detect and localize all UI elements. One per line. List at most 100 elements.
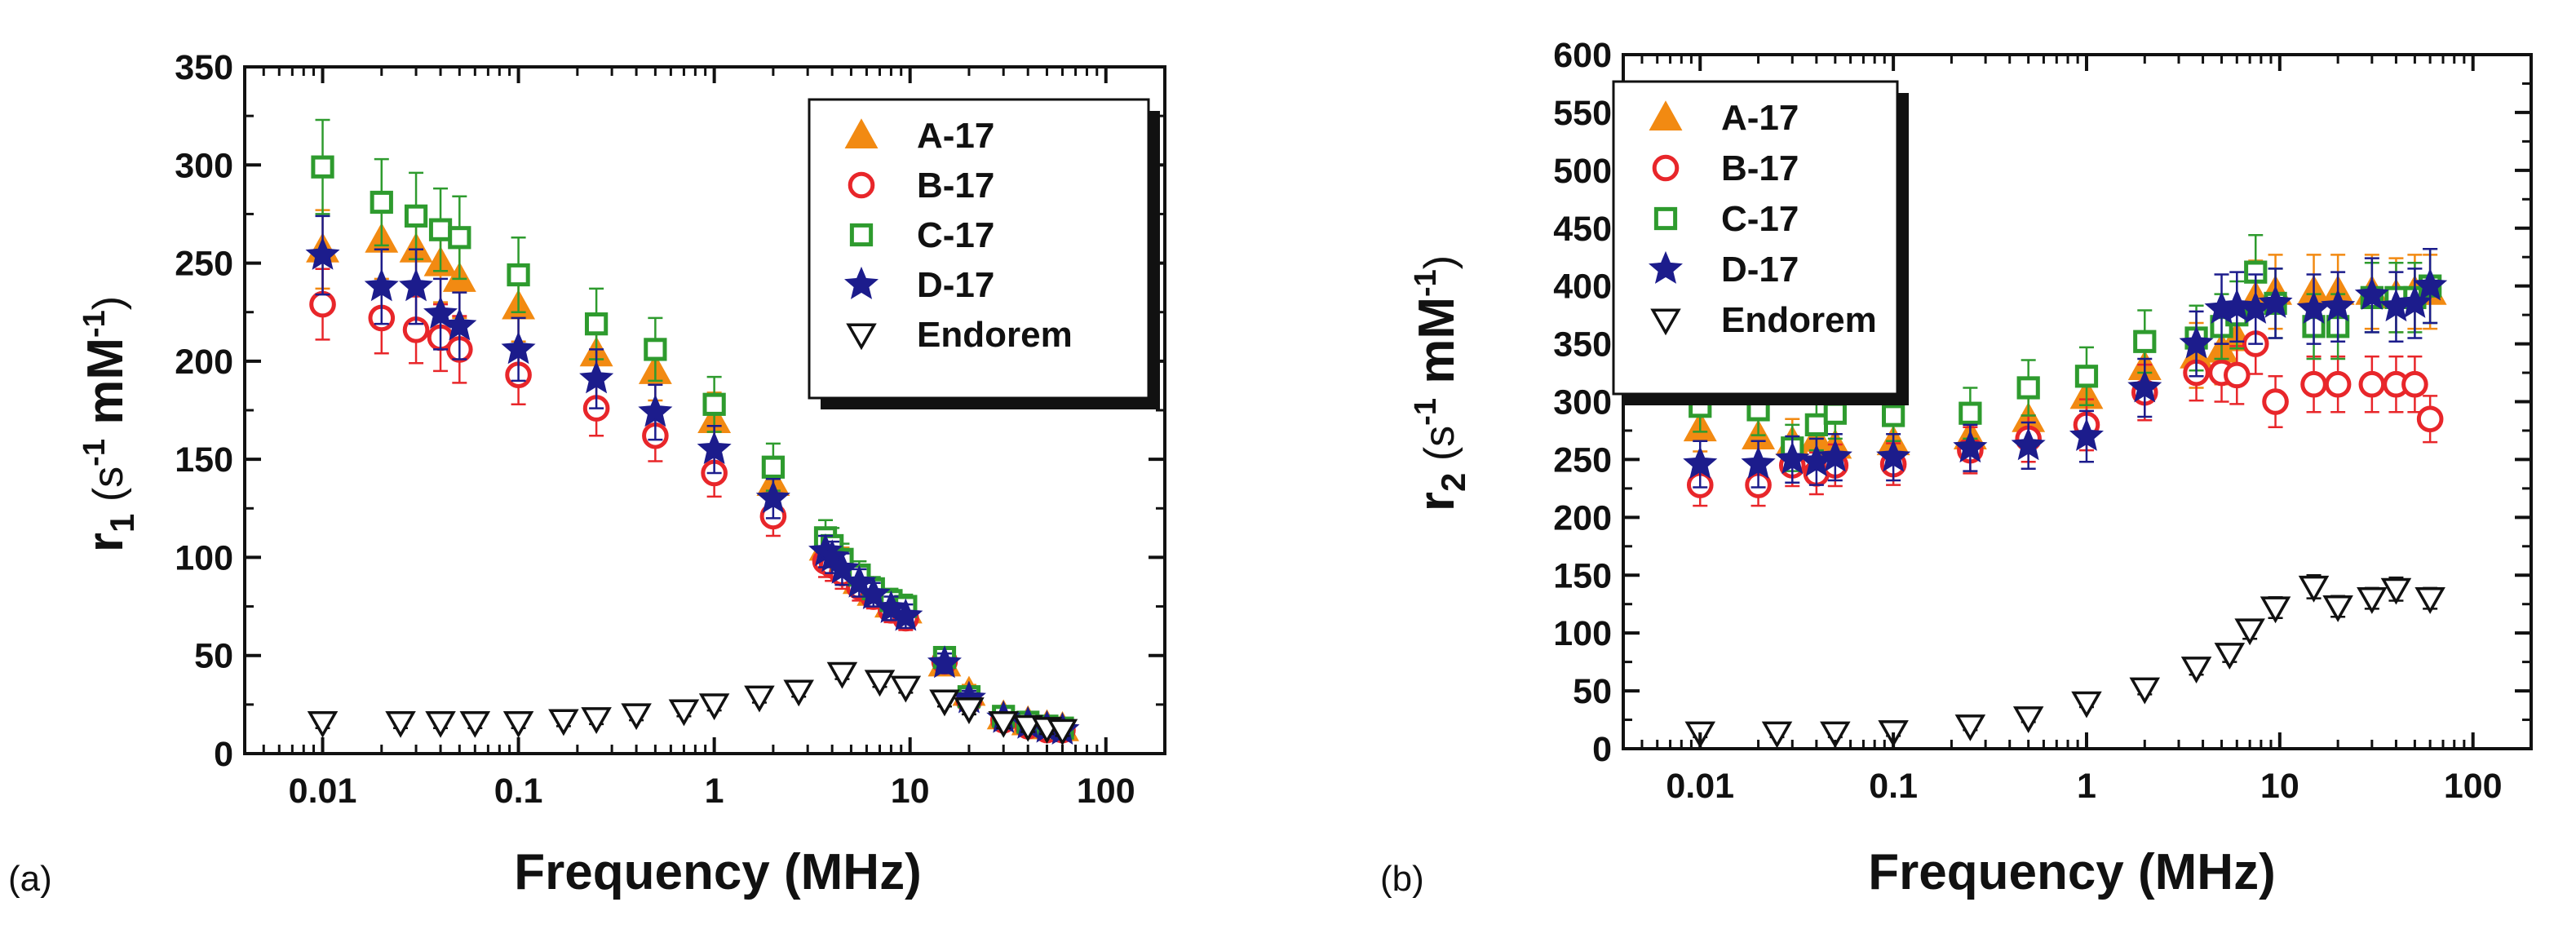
legend-label: C-17: [917, 215, 994, 255]
y-tick-label: 500: [1553, 152, 1612, 191]
y-title-paren-close: ): [1416, 255, 1463, 269]
x-tick-label: 0.1: [494, 772, 543, 811]
y-tick-label: 100: [175, 538, 233, 577]
data-point: [423, 295, 458, 329]
data-point: [702, 392, 726, 416]
x-axis-title: Frequency (MHz): [1868, 844, 2275, 900]
x-tick-label: 10: [891, 772, 930, 811]
data-point: [783, 679, 814, 707]
panel-label-b: (b): [1380, 859, 1424, 899]
data-point: [1804, 413, 1828, 436]
legend-item: D-17: [1649, 250, 1799, 290]
data-point: [307, 710, 339, 738]
data-point: [548, 709, 579, 736]
data-point: [825, 551, 860, 584]
legend-marker: [849, 223, 874, 247]
data-point: [1881, 404, 1905, 427]
data-point: [2012, 706, 2044, 733]
y-tick-label: 200: [1553, 498, 1612, 537]
data-point: [2260, 596, 2291, 624]
y-title-sup2: -1: [1409, 269, 1443, 297]
x-tick-label: 1: [2077, 767, 2096, 806]
data-point: [581, 707, 612, 734]
data-point: [2324, 370, 2352, 398]
data-point: [697, 431, 732, 465]
data-point: [507, 263, 530, 287]
legend-label: A-17: [1721, 98, 1799, 138]
data-point: [364, 268, 399, 302]
data-point: [399, 268, 434, 302]
x-tick-label: 0.01: [289, 772, 357, 811]
legend-label: Endorem: [917, 315, 1073, 355]
legend-marker: [1652, 154, 1680, 182]
data-point: [890, 675, 922, 703]
y-title-sup2: -1: [77, 310, 112, 338]
legend-item: C-17: [1653, 199, 1799, 239]
data-point: [2397, 285, 2432, 318]
data-point: [2300, 370, 2327, 398]
data-point: [1876, 439, 1911, 472]
legend-item: Endorem: [846, 315, 1073, 355]
data-point: [459, 710, 491, 738]
legend-item: D-17: [844, 265, 994, 305]
y-tick-label: 300: [175, 146, 233, 185]
data-point: [2258, 285, 2293, 318]
data-point: [1012, 714, 1043, 742]
data-point: [1953, 430, 1988, 463]
legend-box: [1612, 80, 1899, 396]
data-point: [425, 710, 456, 738]
y-tick-label: 350: [175, 48, 233, 87]
data-point: [428, 218, 453, 241]
data-point: [826, 661, 858, 689]
y-tick-label: 400: [1553, 268, 1612, 307]
y-tick-label: 0: [214, 735, 233, 774]
y-tick-label: 600: [1553, 36, 1612, 75]
y-title-paren-open: (s: [1416, 426, 1463, 473]
legend-label: D-17: [917, 265, 994, 305]
data-point: [954, 697, 985, 724]
legend-marker: [1649, 100, 1683, 130]
data-point: [698, 693, 730, 721]
y-title-subscript: 1: [103, 514, 141, 533]
legend-marker: [1649, 250, 1683, 284]
y-axis-title: r2 (s-1 mM-1): [1409, 255, 1472, 511]
legend-label: A-17: [917, 116, 994, 156]
data-point: [502, 710, 534, 738]
data-point: [385, 710, 416, 738]
legend-item: A-17: [844, 116, 994, 156]
y-tick-label: 0: [1592, 730, 1612, 769]
data-point: [2322, 595, 2353, 622]
data-point: [2180, 657, 2212, 683]
data-point: [888, 598, 923, 631]
y-title-subscript: 2: [1434, 473, 1472, 492]
x-tick-label: 1: [705, 772, 724, 811]
series-endorem: [1684, 574, 2445, 749]
data-point: [2011, 427, 2046, 461]
x-tick-label: 10: [2260, 767, 2299, 806]
x-tick-label: 100: [1077, 772, 1135, 811]
data-point: [2069, 418, 2104, 451]
y-tick-label: 200: [175, 343, 233, 382]
y-title-paren-close: ): [85, 296, 132, 310]
legend-a: A-17 B-17 C-17 D-17 Endorem: [808, 98, 1160, 409]
data-point: [744, 685, 775, 713]
legend-box: [808, 98, 1150, 400]
panel-label-a: (a): [8, 859, 52, 899]
y-tick-label: 550: [1553, 94, 1612, 133]
y-title-sup1: -1: [1409, 398, 1443, 426]
legend-item: B-17: [848, 166, 994, 206]
data-point: [2321, 289, 2356, 322]
data-point: [2380, 577, 2412, 605]
data-point: [584, 312, 609, 336]
data-point: [1775, 441, 1810, 475]
data-point: [2413, 268, 2448, 301]
y-title-base: r: [77, 533, 134, 552]
y-title-mid: mM: [77, 338, 134, 439]
x-tick-label: 0.01: [1666, 767, 1734, 806]
y-tick-label: 150: [1553, 556, 1612, 595]
data-point: [2223, 361, 2251, 389]
data-point: [621, 703, 652, 731]
data-point: [644, 338, 667, 361]
data-point: [929, 689, 960, 717]
data-point: [311, 155, 334, 179]
